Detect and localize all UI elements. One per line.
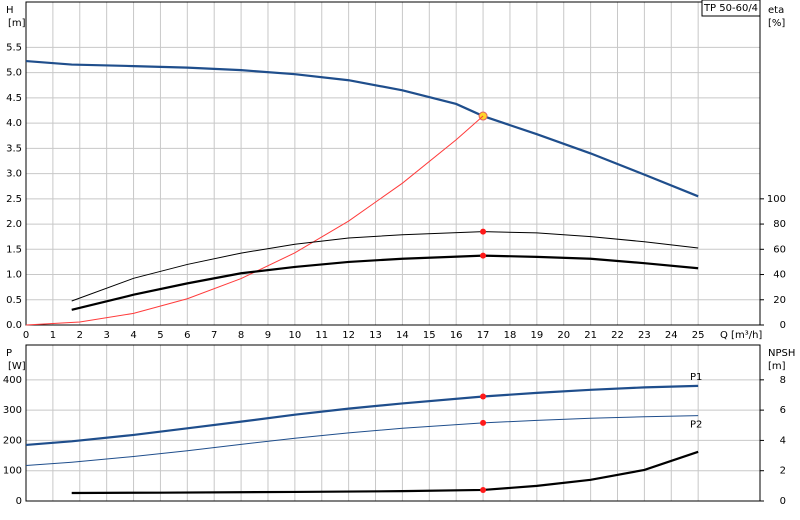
x-tick-label: 18	[504, 330, 517, 341]
x-tick-label: 4	[130, 330, 136, 341]
y-tick-label: 3.5	[6, 143, 22, 154]
y2-tick-label: 2	[780, 466, 786, 477]
duty-point	[480, 419, 487, 426]
plot-area	[25, 1, 761, 326]
y-tick-label: 300	[3, 405, 22, 416]
x-tick-label: 21	[584, 330, 597, 341]
x-tick-label: 10	[288, 330, 301, 341]
x-tick-label: 2	[77, 330, 83, 341]
plot-border	[25, 1, 761, 326]
x-tick-label: 22	[611, 330, 624, 341]
y-axis-label: [W]	[8, 361, 26, 372]
y-tick-label: 0	[16, 496, 22, 507]
y2-tick-label: 6	[780, 405, 786, 416]
y-tick-label: 5.0	[6, 68, 22, 79]
x-tick-label: 0	[23, 330, 29, 341]
x-tick-label: 11	[315, 330, 328, 341]
title-box	[701, 0, 761, 17]
y-tick-label: 0.0	[6, 320, 22, 331]
y2-tick-label: 20	[773, 295, 786, 306]
y2-tick-label: 100	[767, 194, 786, 205]
y-tick-label: 400	[3, 375, 22, 386]
y2-tick-label: 80	[773, 219, 786, 230]
x-tick-label: 5	[157, 330, 163, 341]
duty-point	[480, 252, 487, 259]
y2-axis-label: [m]	[768, 361, 786, 372]
y2-axis-label: eta	[768, 5, 784, 16]
series-line	[25, 415, 699, 467]
x-tick-label: 14	[396, 330, 409, 341]
y2-tick-label: 0	[780, 496, 786, 507]
x-tick-label: 8	[238, 330, 244, 341]
x-tick-label: 23	[638, 330, 651, 341]
y-axis-label: [m]	[8, 18, 26, 29]
y2-tick-label: 60	[773, 244, 786, 255]
x-tick-label: 13	[369, 330, 382, 341]
y-tick-label: 1.5	[6, 244, 22, 255]
y-tick-label: 5.5	[6, 42, 22, 53]
y2-axis-label: [%]	[768, 18, 785, 29]
series-label: P2	[690, 420, 702, 431]
y-tick-label: 3.0	[6, 169, 22, 180]
x-tick-label: 1	[50, 330, 56, 341]
x-tick-label: 12	[342, 330, 355, 341]
y-tick-label: 200	[3, 435, 22, 446]
plot-area	[25, 344, 761, 502]
y-tick-label: 4.5	[6, 93, 22, 104]
y2-tick-label: 40	[773, 270, 786, 281]
y-axis-label: P	[6, 348, 12, 359]
x-tick-label: 15	[423, 330, 436, 341]
x-tick-label: 20	[557, 330, 570, 341]
x-tick-label: 19	[530, 330, 543, 341]
y-tick-label: 0.5	[6, 295, 22, 306]
series-line	[25, 59, 699, 198]
plot-border	[25, 344, 761, 502]
y2-axis-label: NPSH	[768, 348, 795, 359]
y-tick-label: 2.5	[6, 194, 22, 205]
series-label: P1	[690, 372, 702, 383]
duty-point	[480, 228, 487, 235]
x-tick-label: 6	[184, 330, 190, 341]
y-tick-label: 2.0	[6, 219, 22, 230]
y-tick-label: 100	[3, 466, 22, 477]
duty-point	[480, 486, 487, 493]
y-tick-label: 4.0	[6, 118, 22, 129]
duty-point	[480, 393, 487, 400]
x-tick-label: 9	[265, 330, 271, 341]
series-line	[71, 254, 699, 311]
series-line	[71, 231, 699, 302]
series-line	[25, 384, 699, 447]
series-line	[25, 115, 484, 326]
x-axis-label: Q [m³/h]	[720, 330, 762, 341]
y2-tick-label: 4	[780, 435, 786, 446]
y-axis-label: H	[6, 5, 14, 16]
x-tick-label: 25	[692, 330, 705, 341]
x-tick-label: 16	[450, 330, 463, 341]
x-tick-label: 17	[477, 330, 490, 341]
x-tick-label: 24	[665, 330, 678, 341]
chart-title: TP 50-60/4	[703, 3, 758, 14]
x-tick-label: 3	[103, 330, 109, 341]
y2-tick-label: 0	[780, 320, 786, 331]
y-tick-label: 1.0	[6, 270, 22, 281]
y2-tick-label: 8	[780, 375, 786, 386]
x-tick-label: 7	[211, 330, 217, 341]
